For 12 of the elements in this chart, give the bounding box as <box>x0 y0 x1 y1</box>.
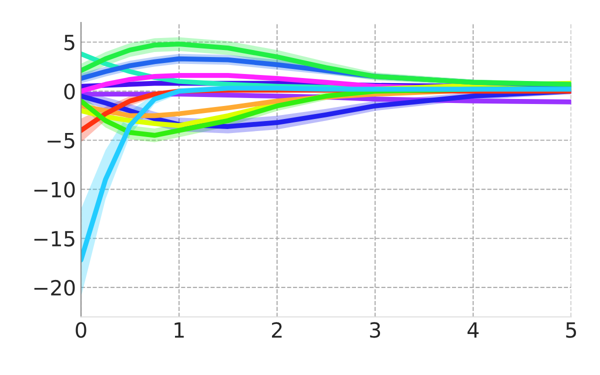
x-tick-label: 4 <box>468 322 479 338</box>
x-tick-label: 3 <box>370 322 380 338</box>
y-tick-label: 0 <box>64 84 75 100</box>
x-tick-label: 1 <box>174 322 184 338</box>
y-tick-label: −15 <box>34 231 74 247</box>
x-tick-label: 5 <box>566 322 576 338</box>
y-tick-label: −20 <box>34 280 75 296</box>
y-tick-label: −5 <box>48 132 74 148</box>
x-tick-label: 0 <box>76 322 86 338</box>
y-tick-label: −10 <box>34 182 75 198</box>
x-tick-label: 2 <box>272 322 282 338</box>
y-tick-label: 5 <box>64 34 74 50</box>
